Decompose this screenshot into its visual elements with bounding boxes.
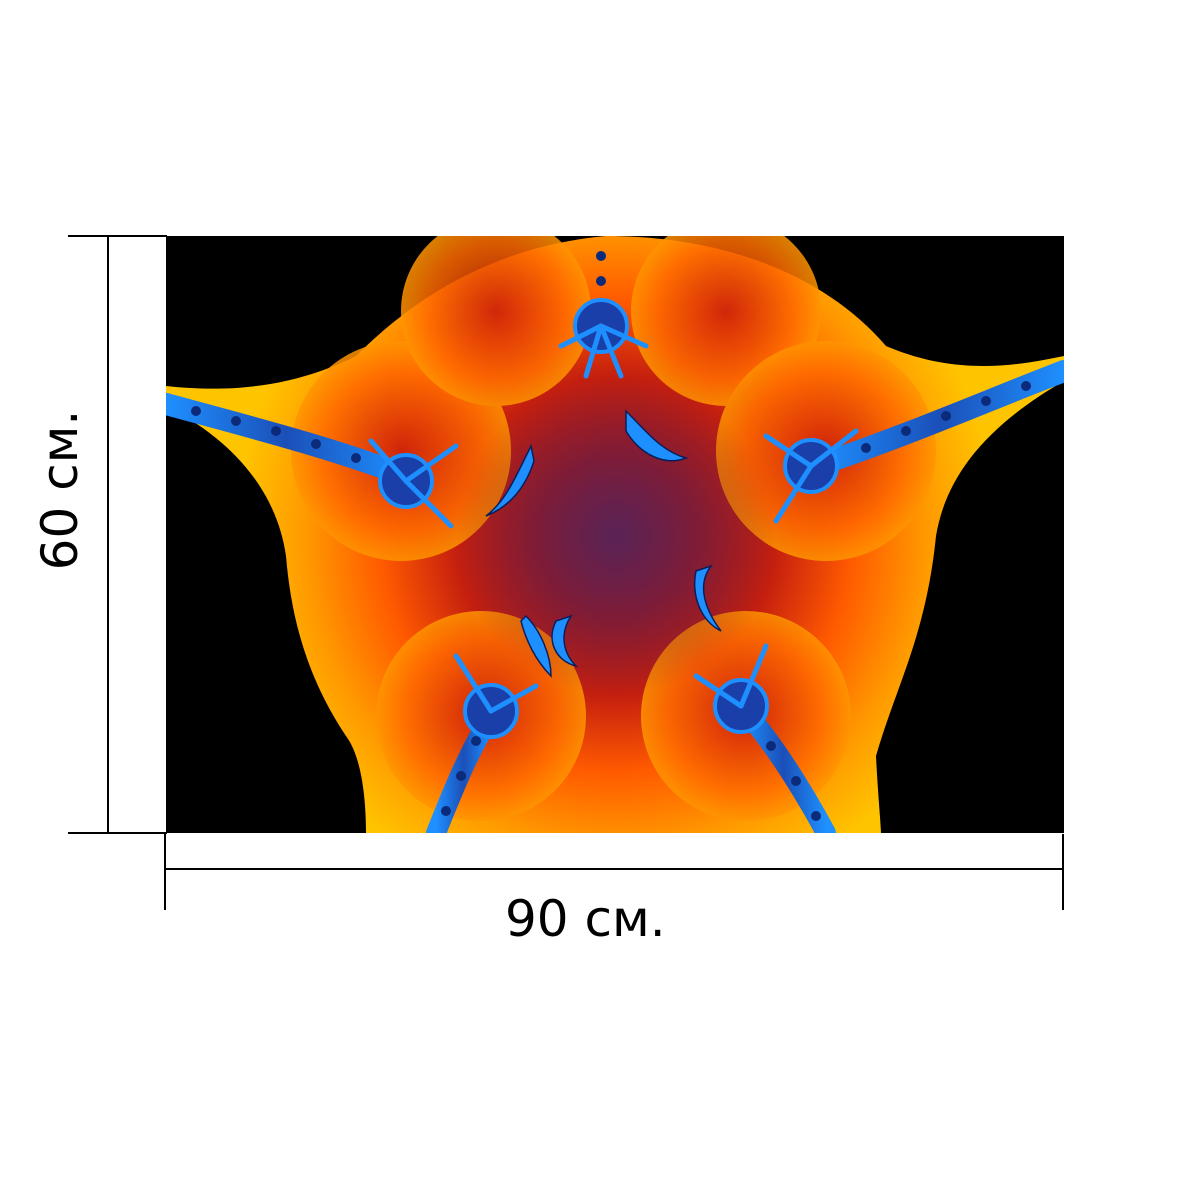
width-dimension-line (166, 868, 1064, 870)
height-dimension-top-tick (68, 235, 167, 237)
width-dimension-label: 90 см. (505, 890, 666, 948)
height-dimension-bottom-tick (68, 832, 167, 834)
fractal-artwork-image (166, 236, 1064, 833)
height-dimension-line (107, 236, 109, 834)
height-dimension-label: 60 см. (31, 409, 89, 571)
width-dimension-right-tick (1062, 834, 1064, 910)
fractal-star-icon (166, 236, 1064, 833)
width-dimension-left-tick (164, 834, 166, 910)
